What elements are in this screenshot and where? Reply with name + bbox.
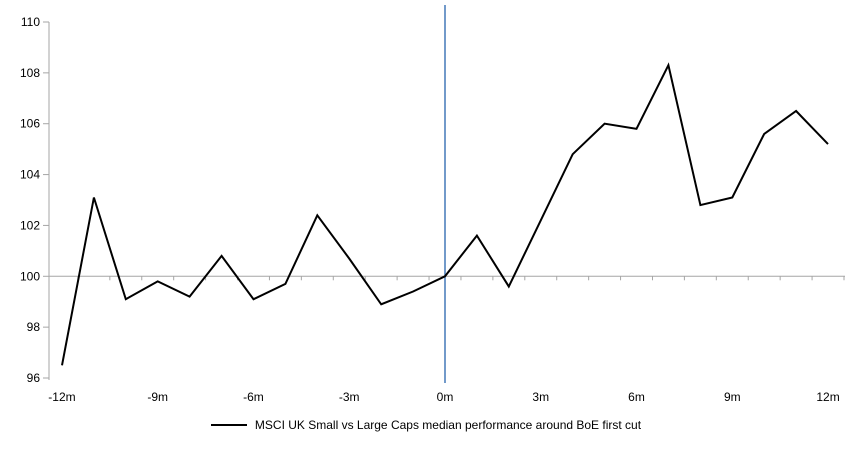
legend-line-swatch — [210, 424, 247, 426]
y-axis-label: 108 — [20, 66, 40, 80]
x-axis-label: 9m — [724, 390, 741, 404]
y-axis-label: 100 — [20, 269, 40, 283]
y-axis-label: 106 — [20, 117, 40, 131]
baseline-axis — [49, 275, 845, 281]
legend-label: MSCI UK Small vs Large Caps median perfo… — [254, 418, 642, 432]
y-axis-label: 110 — [21, 15, 40, 29]
x-axis-label: -9m — [147, 390, 168, 404]
legend: MSCI UK Small vs Large Caps median perfo… — [0, 414, 852, 436]
y-axis: 96 98 100 102 104 106 108 110 — [20, 15, 50, 385]
x-axis-label: -6m — [243, 390, 264, 404]
chart-svg: 96 98 100 102 104 106 108 110 -12m -9m -6m -3m 0m 3m 6… — [20, 5, 845, 404]
x-axis-label: -3m — [339, 390, 360, 404]
x-axis-labels: -12m -9m -6m -3m 0m 3m 6m 9m 12m — [48, 390, 839, 404]
y-axis-label: 98 — [27, 320, 41, 334]
x-axis-label: 0m — [437, 390, 454, 404]
x-axis-label: 12m — [816, 390, 839, 404]
y-axis-label: 96 — [27, 371, 41, 385]
y-axis-label: 102 — [20, 218, 40, 232]
series-line — [61, 62, 829, 366]
x-axis-label: 3m — [532, 390, 549, 404]
y-axis-label: 104 — [20, 168, 40, 182]
x-axis-label: 6m — [628, 390, 645, 404]
x-axis-label: -12m — [48, 390, 75, 404]
